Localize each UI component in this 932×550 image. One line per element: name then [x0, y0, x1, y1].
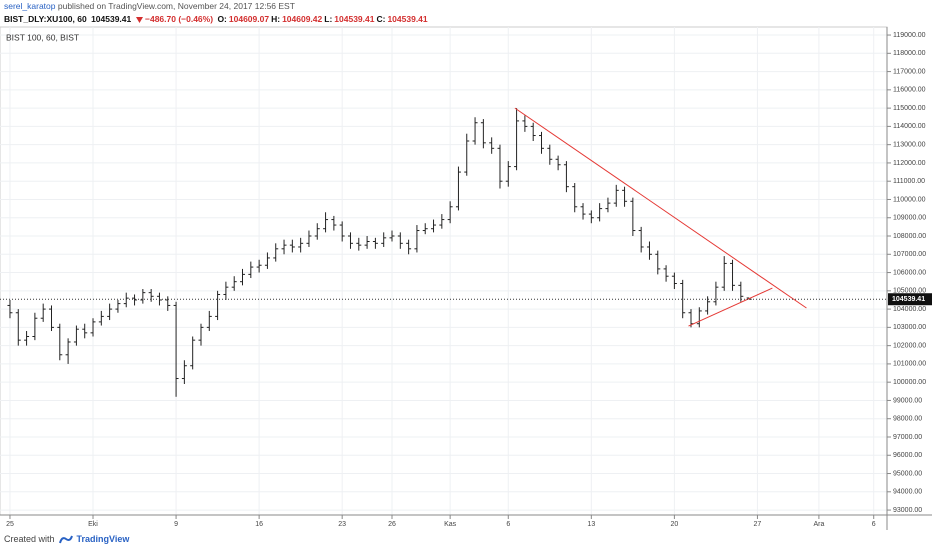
x-tick-label: Eki	[88, 521, 98, 528]
x-tick-label: 16	[255, 521, 263, 528]
chart: BIST 100, 60, BIST 93000.00 94000.00 95000…	[0, 26, 932, 530]
y-tick-label: 113000.00	[893, 142, 926, 149]
y-tick-label: 101000.00	[893, 361, 926, 368]
y-tick-label: 105000.00	[893, 288, 926, 295]
y-tick-label: 107000.00	[893, 251, 926, 258]
y-tick-label: 117000.00	[893, 68, 926, 75]
x-tick-label: Ara	[813, 521, 824, 528]
ohlc-value: 104609.42	[282, 14, 323, 24]
down-arrow	[135, 17, 143, 24]
y-tick-label: 108000.00	[893, 233, 926, 240]
ohlc-label: O:	[217, 14, 227, 24]
y-tick-label: 114000.00	[893, 123, 926, 130]
y-tick-label: 95000.00	[893, 470, 922, 477]
y-tick-label: 96000.00	[893, 452, 922, 459]
y-tick-label: 109000.00	[893, 215, 926, 222]
x-tick-label: Kas	[444, 521, 457, 528]
x-tick-label: 23	[338, 521, 346, 528]
y-tick-label: 94000.00	[893, 489, 922, 496]
symbol: BIST_DLY:XU100, 60	[4, 14, 87, 24]
ohlc: O: 104609.07 H: 104609.42 L: 104539.41 C: 10453…	[217, 14, 429, 24]
x-tick-label: 6	[506, 521, 510, 528]
publish-line: serel_karatop published on TradingView.c…	[4, 1, 295, 11]
change: −486.70 (−0.46%)	[145, 14, 214, 24]
author[interactable]: serel_karatop	[4, 1, 56, 11]
symbol-line: BIST_DLY:XU100, 60 104539.41 −486.70 (−0…	[4, 14, 432, 24]
y-tick-label: 118000.00	[893, 50, 926, 57]
x-tick-label: 26	[388, 521, 396, 528]
ohlc-label: H:	[271, 14, 281, 24]
y-tick-label: 93000.00	[893, 507, 922, 514]
ohlc-label: C:	[376, 14, 386, 24]
y-tick-label: 102000.00	[893, 342, 926, 349]
y-tick-label: 103000.00	[893, 324, 926, 331]
x-tick-label: 6	[872, 521, 876, 528]
y-tick-label: 106000.00	[893, 269, 926, 276]
trendline	[688, 287, 773, 327]
created: Created with	[4, 534, 55, 544]
x-tick-label: 27	[754, 521, 762, 528]
ohlc-label: L:	[324, 14, 333, 24]
x-tick-label: 20	[670, 521, 678, 528]
published: published on TradingView.com, November 2…	[55, 1, 295, 11]
x-tick-label: 9	[174, 521, 178, 528]
y-tick-label: 104000.00	[893, 306, 926, 313]
last-price-label: 104539.41	[892, 296, 925, 303]
y-tick-label: 97000.00	[893, 434, 922, 441]
brand[interactable]: TradingView	[76, 534, 130, 544]
y-tick-label: 99000.00	[893, 397, 922, 404]
footer: Created with TradingView	[4, 534, 129, 544]
y-tick-label: 111000.00	[893, 178, 925, 185]
trendline	[514, 107, 807, 309]
y-tick-label: 116000.00	[893, 87, 926, 94]
plot-frame	[0, 26, 888, 516]
y-tick-label: 110000.00	[893, 196, 926, 203]
ohlc-value: 104539.41	[334, 14, 375, 24]
y-tick-label: 112000.00	[893, 160, 926, 167]
watermark: BIST 100, 60, BIST	[6, 32, 79, 42]
ohlc-value: 104539.41	[387, 14, 428, 24]
y-tick-label: 119000.00	[893, 32, 926, 39]
y-tick-label: 115000.00	[893, 105, 926, 112]
price: 104539.41	[91, 14, 132, 24]
y-tick-label: 98000.00	[893, 416, 922, 423]
tv-logo	[58, 535, 73, 543]
x-tick-label: 13	[587, 521, 595, 528]
last-price-box	[888, 293, 932, 306]
y-tick-label: 100000.00	[893, 379, 926, 386]
ohlc-value: 104609.07	[228, 14, 270, 24]
x-tick-label: 25	[6, 521, 14, 528]
